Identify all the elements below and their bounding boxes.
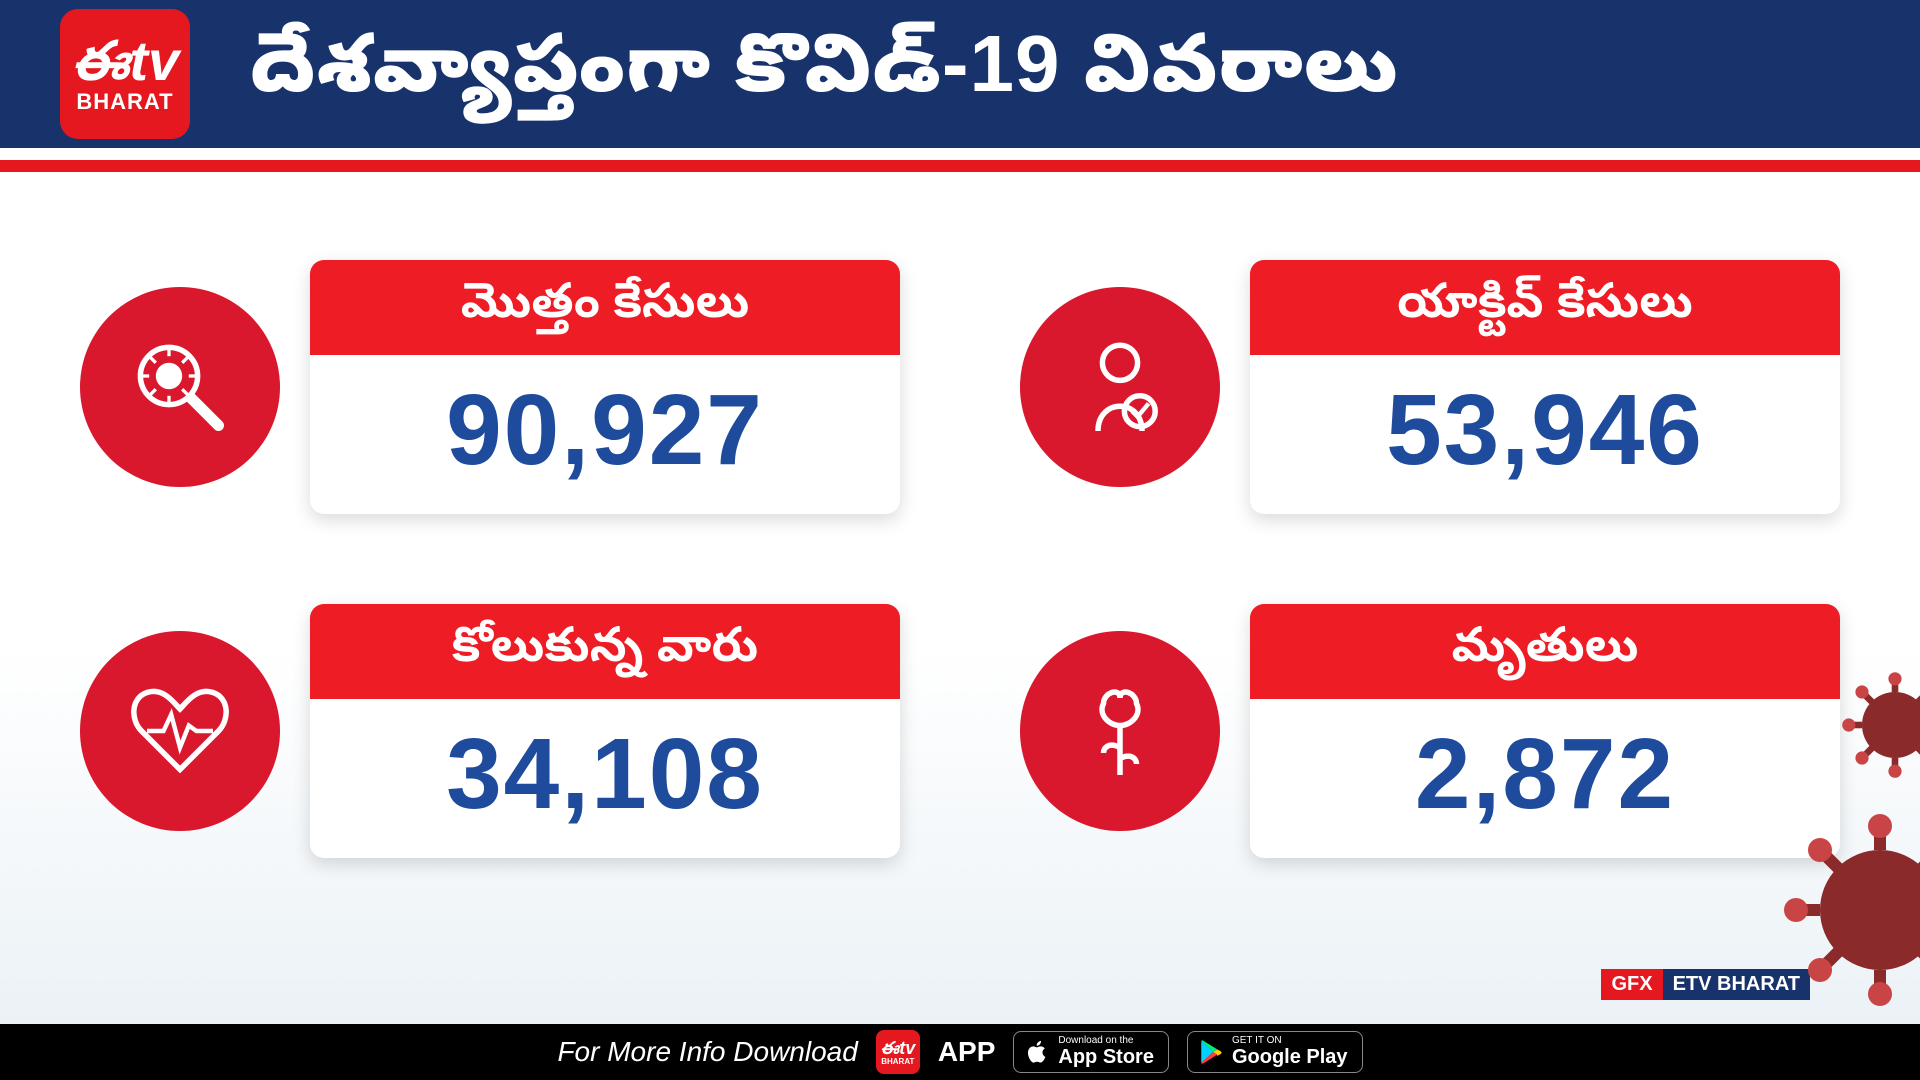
stat-total-cases: మొత్తం కేసులు 90,927 <box>80 260 900 514</box>
stat-deaths: మృతులు 2,872 <box>1020 604 1840 858</box>
stat-label: యాక్టివ్ కేసులు <box>1250 260 1840 355</box>
play-big-text: Google Play <box>1232 1046 1348 1068</box>
person-check-icon <box>1020 287 1220 487</box>
footer-app-label: APP <box>938 1036 996 1068</box>
rose-icon <box>1020 631 1220 831</box>
stat-card: మొత్తం కేసులు 90,927 <box>310 260 900 514</box>
gfx-label: GFX <box>1601 969 1662 1000</box>
play-small-text: GET IT ON <box>1232 1036 1348 1046</box>
stat-value: 34,108 <box>310 699 900 858</box>
google-play-badge[interactable]: GET IT ON Google Play <box>1187 1031 1363 1073</box>
stat-card: యాక్టివ్ కేసులు 53,946 <box>1250 260 1840 514</box>
stats-grid: మొత్తం కేసులు 90,927 యాక్టివ్ కేసులు 53,… <box>0 160 1920 858</box>
footer-brand-logo: ఈtv BHARAT <box>876 1030 920 1074</box>
virus-decoration-icon <box>1780 810 1920 1010</box>
appstore-small-text: Download on the <box>1058 1036 1154 1046</box>
stat-label: కోలుకున్న వారు <box>310 604 900 699</box>
stat-value: 90,927 <box>310 355 900 514</box>
header-bar: ఈtv BHARAT దేశవ్యాప్తంగా కొవిడ్-19 వివరా… <box>0 0 1920 160</box>
logo-script-text: ఈtv <box>71 33 179 89</box>
gfx-credit: GFX ETV BHARAT <box>1601 969 1810 1000</box>
mini-logo-sub: BHARAT <box>881 1057 914 1066</box>
page-title: దేశవ్యాప్తంగా కొవిడ్-19 వివరాలు <box>250 18 1399 130</box>
mini-logo-script: ఈtv <box>880 1039 915 1057</box>
stat-label: మృతులు <box>1250 604 1840 699</box>
stat-card: కోలుకున్న వారు 34,108 <box>310 604 900 858</box>
stat-active-cases: యాక్టివ్ కేసులు 53,946 <box>1020 260 1840 514</box>
stat-value: 53,946 <box>1250 355 1840 514</box>
stat-recovered: కోలుకున్న వారు 34,108 <box>80 604 900 858</box>
footer-bar: For More Info Download ఈtv BHARAT APP Do… <box>0 1024 1920 1080</box>
heartbeat-icon <box>80 631 280 831</box>
stat-label: మొత్తం కేసులు <box>310 260 900 355</box>
virus-decoration-icon <box>1840 670 1920 780</box>
magnifier-virus-icon <box>80 287 280 487</box>
footer-text: For More Info Download <box>557 1036 857 1068</box>
apple-icon <box>1024 1039 1050 1065</box>
appstore-big-text: App Store <box>1058 1046 1154 1068</box>
app-store-badge[interactable]: Download on the App Store <box>1013 1031 1169 1073</box>
google-play-icon <box>1198 1039 1224 1065</box>
brand-logo: ఈtv BHARAT <box>60 9 190 139</box>
logo-sub-text: BHARAT <box>76 89 173 115</box>
stat-card: మృతులు 2,872 <box>1250 604 1840 858</box>
stat-value: 2,872 <box>1250 699 1840 858</box>
